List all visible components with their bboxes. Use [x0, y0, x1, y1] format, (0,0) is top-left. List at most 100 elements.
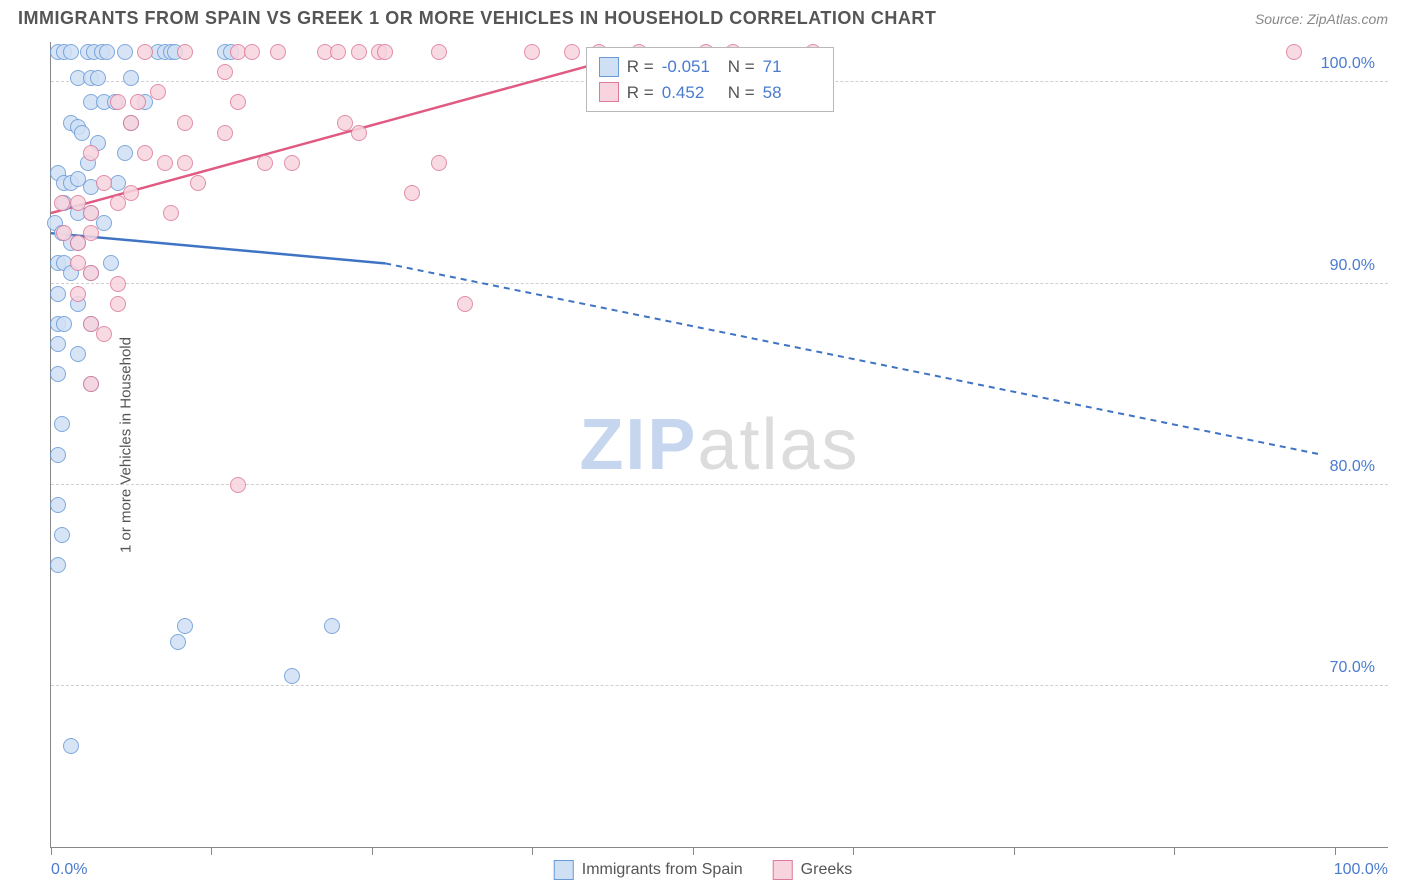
data-point: [177, 618, 193, 634]
data-point: [1286, 44, 1302, 60]
data-point: [54, 527, 70, 543]
data-point: [83, 205, 99, 221]
data-point: [190, 175, 206, 191]
grid-line: [51, 283, 1388, 284]
data-point: [324, 618, 340, 634]
grid-line: [51, 685, 1388, 686]
data-point: [150, 84, 166, 100]
legend-swatch: [599, 82, 619, 102]
data-point: [117, 145, 133, 161]
legend-swatch: [599, 57, 619, 77]
x-tick: [372, 847, 373, 855]
data-point: [70, 346, 86, 362]
chart-container: ZIPatlas 70.0%80.0%90.0%100.0%0.0%100.0%…: [50, 42, 1388, 848]
legend-r-label: R =: [627, 80, 654, 106]
data-point: [96, 175, 112, 191]
chart-source: Source: ZipAtlas.com: [1255, 11, 1388, 27]
data-point: [63, 738, 79, 754]
data-point: [50, 286, 66, 302]
data-point: [404, 185, 420, 201]
legend-swatch: [773, 860, 793, 880]
legend-label: Immigrants from Spain: [582, 861, 743, 879]
data-point: [130, 94, 146, 110]
data-point: [103, 255, 119, 271]
x-tick: [1174, 847, 1175, 855]
x-axis-label-right: 100.0%: [1334, 861, 1388, 879]
legend-n-label: N =: [728, 54, 755, 80]
y-axis-title: 1 or more Vehicles in Household: [117, 337, 134, 553]
legend-r-value: 0.452: [662, 80, 720, 106]
data-point: [50, 557, 66, 573]
data-point: [56, 316, 72, 332]
data-point: [431, 44, 447, 60]
watermark-bold: ZIP: [579, 405, 697, 485]
chart-header: IMMIGRANTS FROM SPAIN VS GREEK 1 OR MORE…: [0, 0, 1406, 33]
data-point: [96, 215, 112, 231]
correlation-legend: R = -0.051 N = 71 R = 0.452 N = 58: [586, 47, 834, 112]
data-point: [74, 125, 90, 141]
legend-n-value: 71: [763, 54, 821, 80]
data-point: [117, 44, 133, 60]
legend-n-label: N =: [728, 80, 755, 106]
data-point: [330, 44, 346, 60]
data-point: [230, 477, 246, 493]
data-point: [177, 115, 193, 131]
data-point: [50, 336, 66, 352]
bottom-legend-item: Greeks: [773, 860, 853, 880]
data-point: [351, 44, 367, 60]
data-point: [157, 155, 173, 171]
data-point: [63, 44, 79, 60]
y-tick-label: 90.0%: [1327, 257, 1378, 275]
watermark: ZIPatlas: [579, 404, 859, 486]
data-point: [99, 44, 115, 60]
data-point: [50, 366, 66, 382]
bottom-legend: Immigrants from Spain Greeks: [554, 860, 853, 880]
data-point: [123, 70, 139, 86]
data-point: [170, 634, 186, 650]
data-point: [257, 155, 273, 171]
legend-row: R = 0.452 N = 58: [599, 80, 821, 106]
data-point: [70, 286, 86, 302]
data-point: [54, 416, 70, 432]
data-point: [83, 225, 99, 241]
x-tick: [853, 847, 854, 855]
data-point: [70, 235, 86, 251]
data-point: [524, 44, 540, 60]
legend-r-value: -0.051: [662, 54, 720, 80]
chart-title: IMMIGRANTS FROM SPAIN VS GREEK 1 OR MORE…: [18, 8, 936, 29]
data-point: [457, 296, 473, 312]
data-point: [123, 115, 139, 131]
data-point: [217, 64, 233, 80]
data-point: [83, 265, 99, 281]
data-point: [270, 44, 286, 60]
plot-area: ZIPatlas 70.0%80.0%90.0%100.0%0.0%100.0%…: [50, 42, 1388, 848]
data-point: [50, 497, 66, 513]
data-point: [177, 44, 193, 60]
watermark-light: atlas: [697, 405, 859, 485]
data-point: [230, 94, 246, 110]
x-tick: [1014, 847, 1015, 855]
data-point: [217, 125, 233, 141]
data-point: [50, 447, 66, 463]
data-point: [177, 155, 193, 171]
legend-row: R = -0.051 N = 71: [599, 54, 821, 80]
x-axis-label-left: 0.0%: [51, 861, 87, 879]
data-point: [244, 44, 260, 60]
data-point: [96, 326, 112, 342]
legend-n-value: 58: [763, 80, 821, 106]
data-point: [83, 376, 99, 392]
x-tick: [532, 847, 533, 855]
x-tick: [211, 847, 212, 855]
trend-lines-svg: [51, 42, 1388, 847]
legend-r-label: R =: [627, 54, 654, 80]
y-tick-label: 70.0%: [1327, 659, 1378, 677]
data-point: [110, 94, 126, 110]
data-point: [137, 145, 153, 161]
data-point: [83, 145, 99, 161]
x-tick: [51, 847, 52, 855]
x-tick: [1335, 847, 1336, 855]
data-point: [110, 296, 126, 312]
data-point: [284, 668, 300, 684]
data-point: [564, 44, 580, 60]
data-point: [110, 195, 126, 211]
